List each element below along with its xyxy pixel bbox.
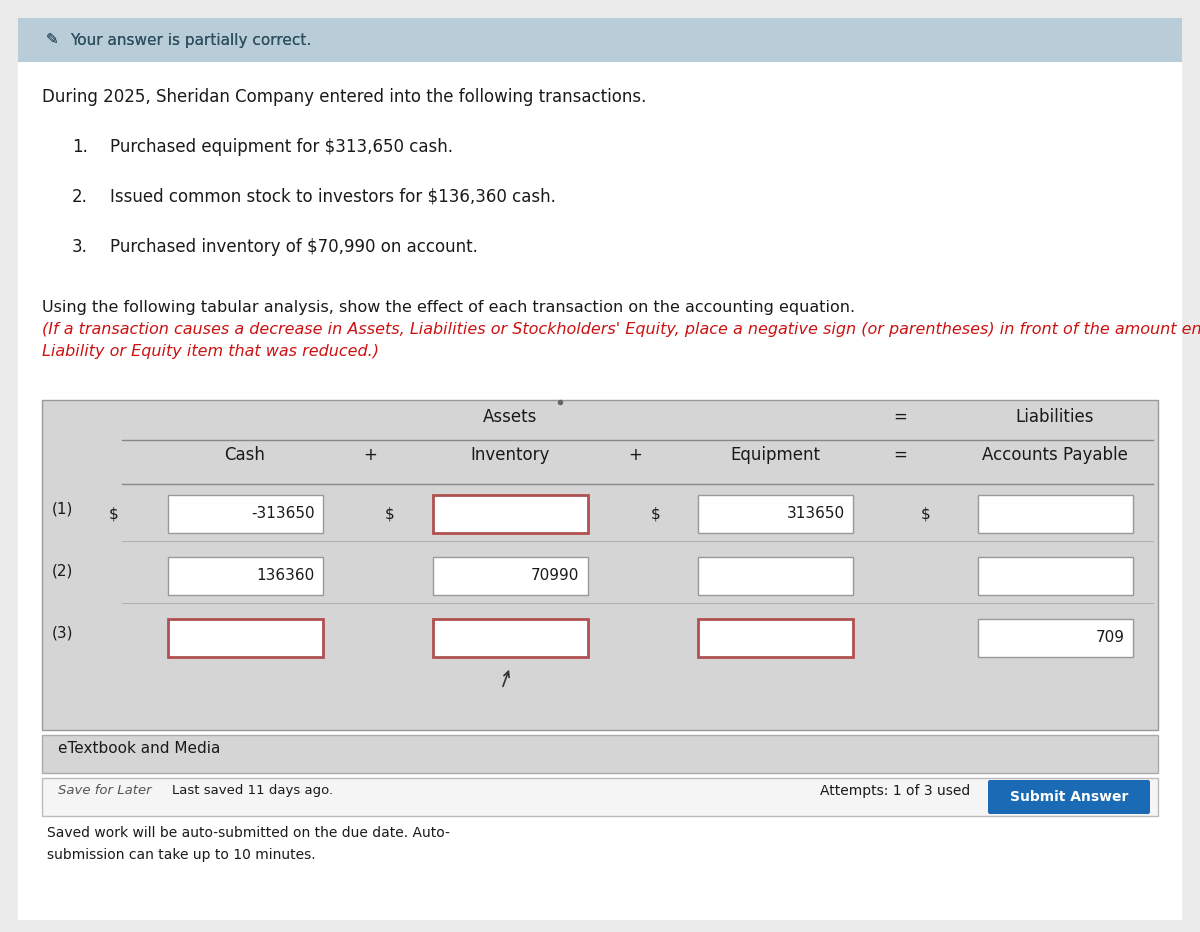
Text: Attempts: 1 of 3 used: Attempts: 1 of 3 used (820, 784, 971, 798)
Text: Liabilities: Liabilities (1015, 408, 1094, 426)
Text: (1): (1) (52, 502, 73, 517)
Text: ✎: ✎ (46, 33, 59, 48)
Text: Your answer is partially correct.: Your answer is partially correct. (70, 33, 311, 48)
Text: (3): (3) (52, 626, 73, 641)
Text: Save for Later: Save for Later (58, 784, 151, 797)
Text: (2): (2) (52, 564, 73, 579)
Text: =: = (893, 408, 907, 426)
Text: Using the following tabular analysis, show the effect of each transaction on the: Using the following tabular analysis, sh… (42, 300, 860, 315)
FancyBboxPatch shape (42, 400, 1158, 730)
FancyBboxPatch shape (697, 619, 852, 657)
Text: 2.: 2. (72, 188, 88, 206)
Text: 3.: 3. (72, 238, 88, 256)
Text: ✎: ✎ (46, 33, 59, 48)
FancyBboxPatch shape (168, 495, 323, 533)
Text: Issued common stock to investors for $136,360 cash.: Issued common stock to investors for $13… (110, 188, 556, 206)
Text: Purchased inventory of $70,990 on account.: Purchased inventory of $70,990 on accoun… (110, 238, 478, 256)
Text: (If a transaction causes a decrease in Assets, Liabilities or Stockholders' Equi: (If a transaction causes a decrease in A… (42, 322, 1200, 337)
Text: Purchased equipment for $313,650 cash.: Purchased equipment for $313,650 cash. (110, 138, 454, 156)
Text: $: $ (920, 506, 930, 522)
Text: Equipment: Equipment (730, 446, 820, 464)
Text: Submit Answer: Submit Answer (1010, 790, 1128, 804)
Text: 313650: 313650 (786, 506, 845, 522)
FancyBboxPatch shape (42, 735, 1158, 773)
FancyBboxPatch shape (42, 778, 1158, 816)
Text: $: $ (385, 506, 395, 522)
FancyBboxPatch shape (168, 619, 323, 657)
Text: Inventory: Inventory (470, 446, 550, 464)
Text: $: $ (108, 506, 118, 522)
Text: Assets: Assets (482, 408, 538, 426)
FancyBboxPatch shape (18, 18, 1182, 62)
Text: 70990: 70990 (532, 569, 580, 583)
Text: Saved work will be auto-submitted on the due date. Auto-: Saved work will be auto-submitted on the… (47, 826, 450, 840)
FancyBboxPatch shape (18, 62, 1182, 920)
Text: 709: 709 (1096, 631, 1124, 646)
FancyBboxPatch shape (697, 557, 852, 595)
Text: 1.: 1. (72, 138, 88, 156)
Text: -313650: -313650 (251, 506, 314, 522)
FancyBboxPatch shape (168, 557, 323, 595)
FancyBboxPatch shape (432, 619, 588, 657)
Text: =: = (893, 446, 907, 464)
Text: Last saved 11 days ago.: Last saved 11 days ago. (172, 784, 334, 797)
FancyBboxPatch shape (978, 619, 1133, 657)
Text: +: + (628, 446, 642, 464)
FancyBboxPatch shape (697, 495, 852, 533)
FancyBboxPatch shape (18, 18, 1182, 62)
Text: eTextbook and Media: eTextbook and Media (58, 741, 221, 756)
FancyBboxPatch shape (432, 495, 588, 533)
Text: Accounts Payable: Accounts Payable (982, 446, 1128, 464)
Text: During 2025, Sheridan Company entered into the following transactions.: During 2025, Sheridan Company entered in… (42, 88, 647, 106)
Text: Cash: Cash (224, 446, 265, 464)
FancyBboxPatch shape (988, 780, 1150, 814)
FancyBboxPatch shape (978, 495, 1133, 533)
Text: Your answer is partially correct.: Your answer is partially correct. (70, 33, 311, 48)
FancyBboxPatch shape (18, 20, 1182, 920)
FancyBboxPatch shape (978, 557, 1133, 595)
Text: submission can take up to 10 minutes.: submission can take up to 10 minutes. (47, 848, 316, 862)
Text: +: + (364, 446, 377, 464)
Text: $: $ (650, 506, 660, 522)
Text: 136360: 136360 (257, 569, 314, 583)
FancyBboxPatch shape (432, 557, 588, 595)
Text: Liability or Equity item that was reduced.): Liability or Equity item that was reduce… (42, 344, 379, 359)
